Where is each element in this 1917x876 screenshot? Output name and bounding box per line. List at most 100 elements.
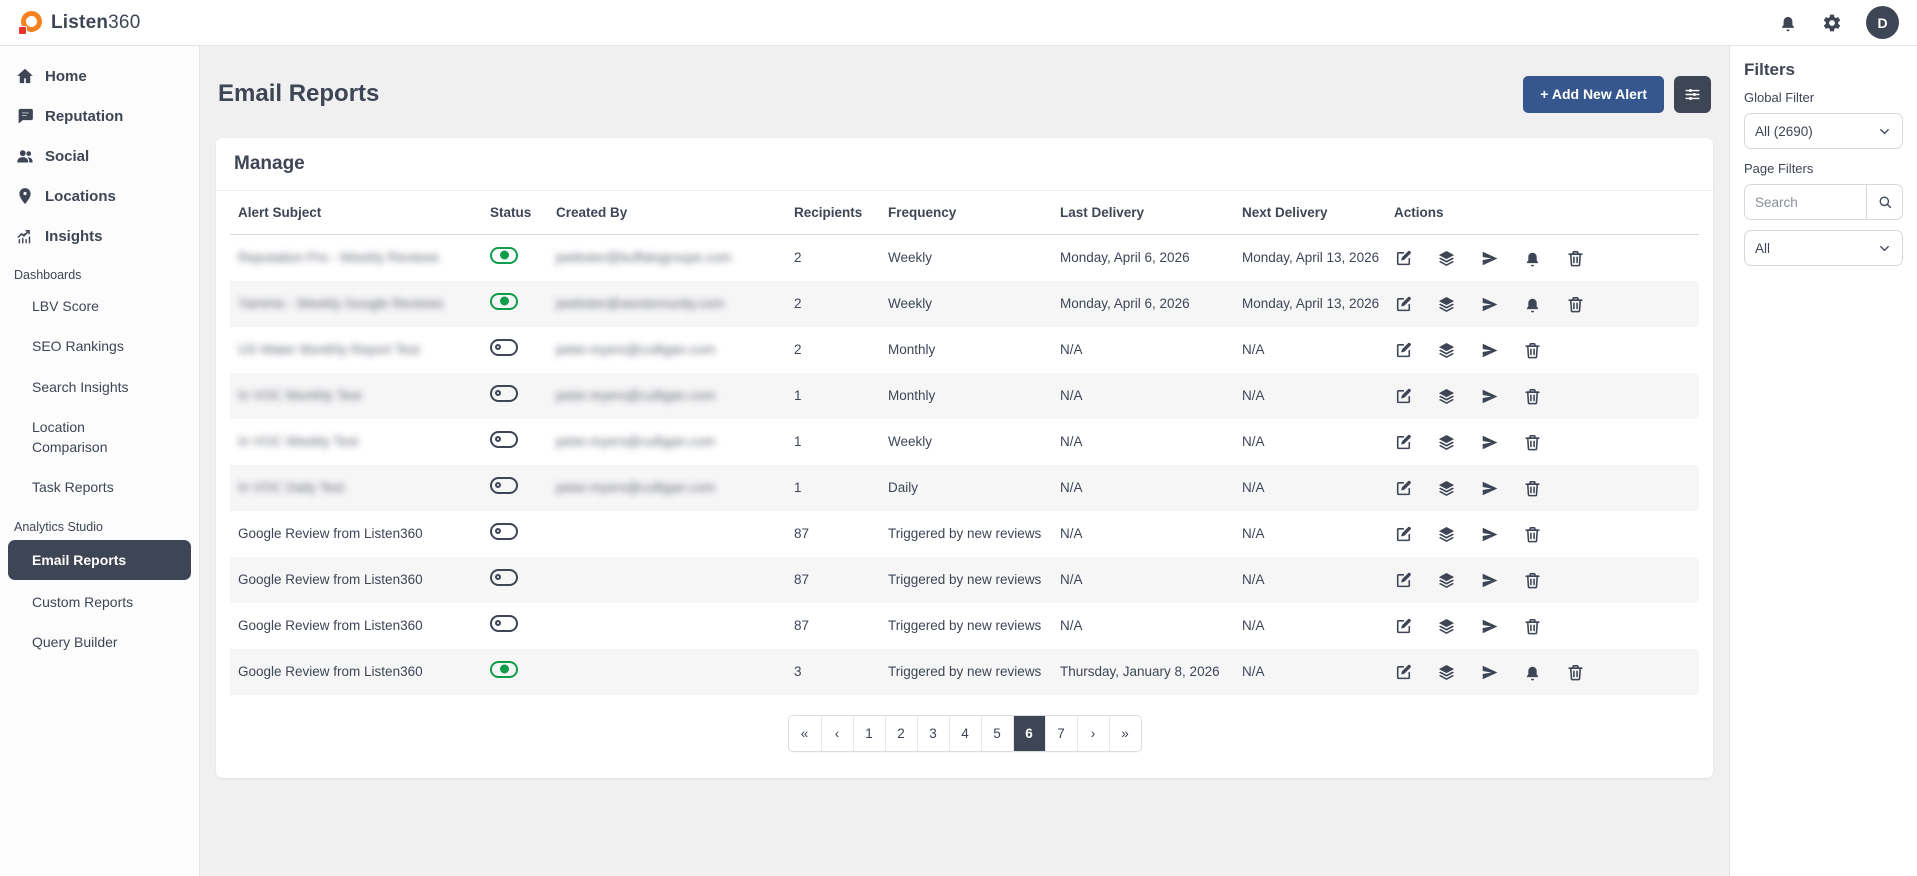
global-filter-select[interactable]: All (2690) bbox=[1744, 113, 1903, 149]
alert-subject: Google Review from Listen360 bbox=[238, 617, 423, 633]
status-toggle[interactable] bbox=[490, 384, 518, 402]
sidebar-item-seo-rankings[interactable]: SEO Rankings bbox=[32, 338, 124, 355]
page-filter-select[interactable]: All bbox=[1744, 230, 1903, 266]
layers-action-button[interactable] bbox=[1437, 571, 1456, 590]
status-toggle[interactable] bbox=[490, 430, 518, 448]
edit-action-button[interactable] bbox=[1394, 295, 1413, 314]
status-toggle[interactable] bbox=[490, 660, 518, 678]
card-title: Manage bbox=[216, 138, 1713, 192]
table-row: US Water Monthly Report Test peter.myers@… bbox=[230, 327, 1699, 373]
layers-action-button[interactable] bbox=[1437, 295, 1456, 314]
search-button[interactable] bbox=[1866, 185, 1902, 219]
sidebar-item-social[interactable]: Social bbox=[0, 136, 199, 176]
status-toggle[interactable] bbox=[490, 614, 518, 632]
sidebar-item-email-reports[interactable]: Email Reports bbox=[8, 539, 191, 581]
page-button[interactable]: ‹ bbox=[820, 716, 853, 752]
send-action-button[interactable] bbox=[1480, 249, 1499, 268]
page-button[interactable]: » bbox=[1108, 716, 1141, 752]
edit-action-button[interactable] bbox=[1394, 387, 1413, 406]
sidebar-item-insights[interactable]: Insights bbox=[0, 216, 199, 256]
status-toggle[interactable] bbox=[490, 292, 518, 310]
status-toggle[interactable] bbox=[490, 522, 518, 540]
trash-action-button[interactable] bbox=[1523, 617, 1542, 636]
layers-action-button[interactable] bbox=[1437, 433, 1456, 452]
trash-action-button[interactable] bbox=[1523, 525, 1542, 544]
page-button[interactable]: 1 bbox=[852, 716, 885, 752]
edit-action-button[interactable] bbox=[1394, 341, 1413, 360]
send-action-button[interactable] bbox=[1480, 433, 1499, 452]
page-button[interactable]: 3 bbox=[916, 716, 949, 752]
trash-action-button[interactable] bbox=[1523, 387, 1542, 406]
trash-action-button[interactable] bbox=[1523, 341, 1542, 360]
trash-action-button[interactable] bbox=[1566, 295, 1585, 314]
sidebar-item-search-insights[interactable]: Search Insights bbox=[32, 378, 129, 395]
page-button-current[interactable]: 6 bbox=[1012, 716, 1045, 752]
edit-action-button[interactable] bbox=[1394, 571, 1413, 590]
page-button[interactable]: 2 bbox=[884, 716, 917, 752]
table-row: Reputation Pro - Weekly Reviews jwebster@… bbox=[230, 235, 1699, 281]
status-toggle[interactable] bbox=[490, 476, 518, 494]
frequency: Triggered by new reviews bbox=[888, 617, 1042, 633]
table-row: Yaminis - Weekly Google Reviews jwebster@… bbox=[230, 281, 1699, 328]
trash-action-button[interactable] bbox=[1523, 433, 1542, 452]
sidebar-item-home[interactable]: Home bbox=[0, 56, 199, 96]
home-icon bbox=[16, 67, 34, 85]
edit-action-button[interactable] bbox=[1394, 525, 1413, 544]
recipients-count: 2 bbox=[794, 249, 802, 265]
status-toggle[interactable] bbox=[490, 568, 518, 586]
bell-action-button[interactable] bbox=[1523, 295, 1542, 314]
sidebar-item-custom-reports[interactable]: Custom Reports bbox=[32, 594, 134, 611]
status-toggle[interactable] bbox=[490, 246, 518, 264]
trash-action-button[interactable] bbox=[1523, 571, 1542, 590]
sidebar-item-query-builder[interactable]: Query Builder bbox=[32, 634, 118, 651]
page-button[interactable]: 7 bbox=[1044, 716, 1077, 752]
edit-action-button[interactable] bbox=[1394, 479, 1413, 498]
layers-action-button[interactable] bbox=[1437, 479, 1456, 498]
page-button[interactable]: « bbox=[788, 716, 821, 752]
edit-action-button[interactable] bbox=[1394, 663, 1413, 682]
table-filter-button[interactable] bbox=[1674, 75, 1711, 113]
send-action-button[interactable] bbox=[1480, 525, 1499, 544]
notifications-bell-icon[interactable] bbox=[1778, 13, 1798, 33]
layers-action-button[interactable] bbox=[1437, 617, 1456, 636]
edit-action-button[interactable] bbox=[1394, 249, 1413, 268]
page-button[interactable]: 5 bbox=[980, 716, 1013, 752]
send-action-button[interactable] bbox=[1480, 479, 1499, 498]
status-toggle[interactable] bbox=[490, 338, 518, 356]
bell-action-button[interactable] bbox=[1523, 663, 1542, 682]
add-new-alert-button[interactable]: + Add New Alert bbox=[1523, 75, 1664, 113]
settings-gear-icon[interactable] bbox=[1822, 13, 1842, 33]
edit-action-button[interactable] bbox=[1394, 617, 1413, 636]
edit-action-button[interactable] bbox=[1394, 433, 1413, 452]
last-delivery: N/A bbox=[1060, 387, 1083, 403]
locations-icon bbox=[16, 187, 34, 205]
layers-action-button[interactable] bbox=[1437, 525, 1456, 544]
last-delivery: N/A bbox=[1060, 479, 1083, 495]
column-header-alert-subject: Alert Subject bbox=[238, 205, 322, 221]
sidebar-item-reputation[interactable]: Reputation bbox=[0, 96, 199, 136]
bell-action-button[interactable] bbox=[1523, 249, 1542, 268]
page-button[interactable]: › bbox=[1076, 716, 1109, 752]
send-action-button[interactable] bbox=[1480, 571, 1499, 590]
sidebar-item-locations[interactable]: Locations bbox=[0, 176, 199, 216]
send-action-button[interactable] bbox=[1480, 341, 1499, 360]
search-input[interactable] bbox=[1745, 185, 1866, 219]
search-icon bbox=[1877, 194, 1893, 210]
page-button[interactable]: 4 bbox=[948, 716, 981, 752]
layers-action-button[interactable] bbox=[1437, 341, 1456, 360]
user-avatar[interactable]: D bbox=[1866, 6, 1899, 39]
sidebar-item-location-comparison[interactable]: Location Comparison bbox=[32, 418, 108, 456]
trash-action-button[interactable] bbox=[1523, 479, 1542, 498]
trash-action-button[interactable] bbox=[1566, 663, 1585, 682]
reputation-icon bbox=[16, 107, 34, 125]
trash-action-button[interactable] bbox=[1566, 249, 1585, 268]
sidebar-item-task-reports[interactable]: Task Reports bbox=[32, 479, 114, 496]
send-action-button[interactable] bbox=[1480, 387, 1499, 406]
send-action-button[interactable] bbox=[1480, 295, 1499, 314]
send-action-button[interactable] bbox=[1480, 617, 1499, 636]
layers-action-button[interactable] bbox=[1437, 387, 1456, 406]
layers-action-button[interactable] bbox=[1437, 249, 1456, 268]
sidebar-item-lbv-score[interactable]: LBV Score bbox=[32, 298, 99, 314]
send-action-button[interactable] bbox=[1480, 663, 1499, 682]
layers-action-button[interactable] bbox=[1437, 663, 1456, 682]
